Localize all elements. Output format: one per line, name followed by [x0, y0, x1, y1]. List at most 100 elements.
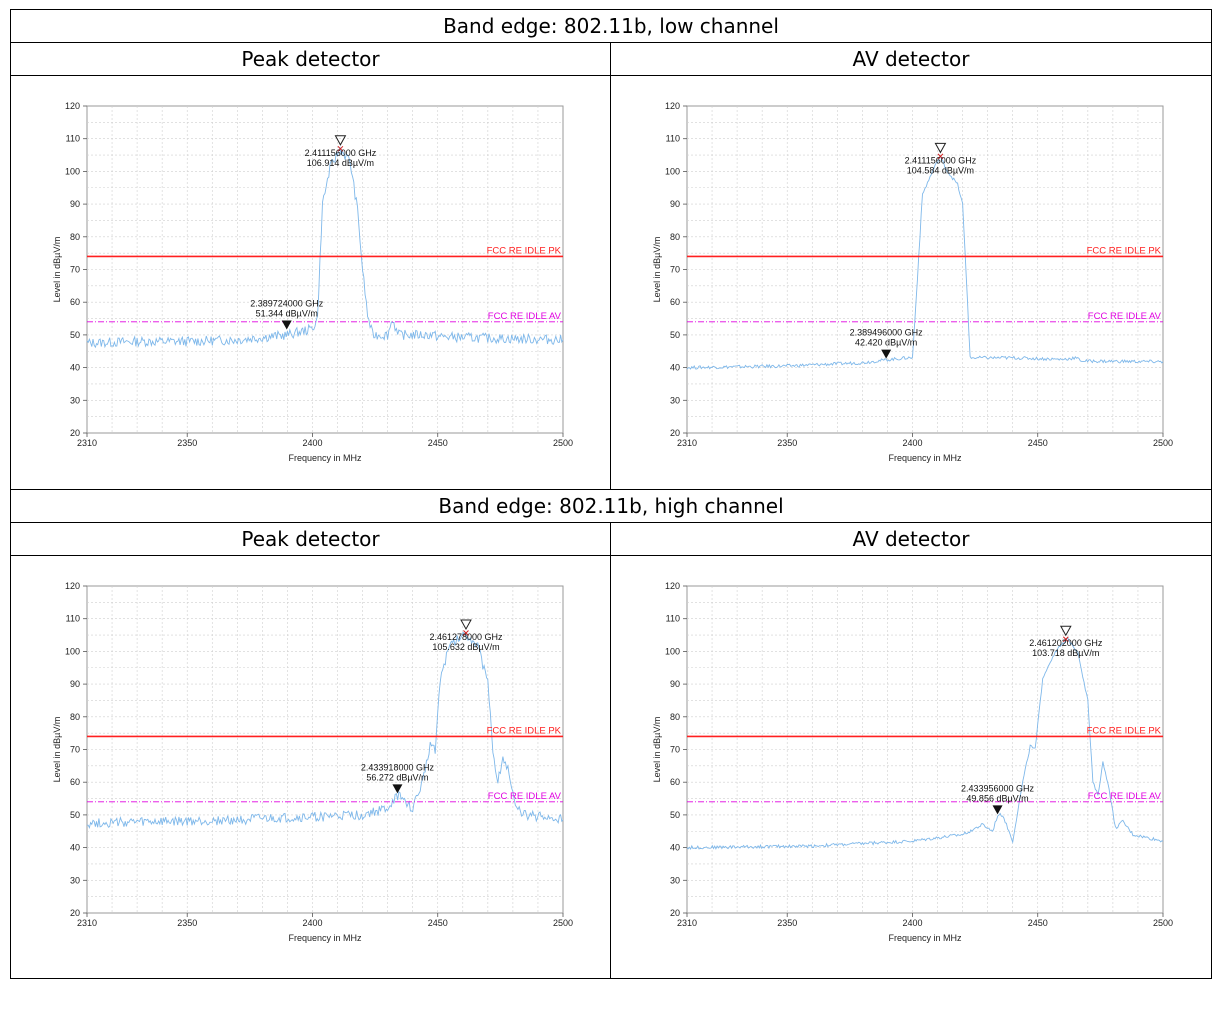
- y-tick-label: 20: [670, 428, 680, 438]
- y-tick-label: 80: [670, 232, 680, 242]
- y-tick-label: 50: [70, 810, 80, 820]
- y-tick-label: 60: [70, 297, 80, 307]
- limit-label: FCC RE IDLE PK: [487, 725, 562, 736]
- y-tick-label: 120: [665, 581, 680, 591]
- limit-label: FCC RE IDLE AV: [1088, 311, 1162, 322]
- y-axis-label: Level in dBµV/m: [652, 717, 662, 783]
- limit-label: FCC RE IDLE AV: [488, 791, 562, 802]
- band-edge-report: Band edge: 802.11b, low channel Peak det…: [10, 9, 1212, 979]
- y-tick-label: 60: [670, 297, 680, 307]
- limit-label: FCC RE IDLE PK: [487, 245, 562, 256]
- y-tick-label: 70: [670, 265, 680, 275]
- marker-open-triangle: [460, 619, 472, 631]
- chart-cell-high-av: 20 30 40 50 60 70 80 90 100 110 120 2310 2350 2400 245…: [610, 555, 1212, 979]
- y-tick-label: 30: [70, 395, 80, 405]
- marker-level-label: 56.272 dBµV/m: [366, 772, 428, 782]
- spectrum-trace: [686, 636, 1164, 850]
- x-tick-label: 2500: [553, 438, 573, 448]
- x-tick-label: 2350: [777, 918, 797, 928]
- x-axis-label: Frequency in MHz: [288, 933, 362, 943]
- y-axis-label: Level in dBµV/m: [52, 717, 62, 783]
- y-tick-label: 30: [670, 395, 680, 405]
- limit-label: FCC RE IDLE PK: [1087, 725, 1162, 736]
- x-tick-label: 2310: [77, 438, 97, 448]
- marker-point: [1062, 636, 1069, 643]
- y-tick-label: 50: [70, 330, 80, 340]
- y-tick-label: 40: [70, 843, 80, 853]
- chart-high-peak: 20 30 40 50 60 70 80 90 100 110 120 2310 2350 2400 245…: [52, 581, 573, 943]
- chart-high-av: 20 30 40 50 60 70 80 90 100 110 120 2310 2350 2400 245…: [652, 581, 1173, 943]
- spectrum-trace: [86, 146, 564, 349]
- y-tick-label: 20: [670, 908, 680, 918]
- x-tick-label: 2400: [302, 438, 322, 448]
- y-tick-label: 90: [670, 679, 680, 689]
- y-tick-label: 110: [66, 134, 80, 144]
- marker-level-label: 103.718 dBµV/m: [1032, 648, 1099, 658]
- y-tick-label: 60: [670, 777, 680, 787]
- y-tick-label: 80: [70, 712, 80, 722]
- chart-low-av: 20 30 40 50 60 70 80 90 100 110 120 2310 2350 2400 245…: [652, 101, 1173, 463]
- section-title-low: Band edge: 802.11b, low channel: [10, 9, 1212, 43]
- y-tick-label: 30: [670, 875, 680, 885]
- y-tick-label: 100: [65, 166, 80, 176]
- y-tick-label: 50: [670, 810, 680, 820]
- marker-frequency-label: 2.411156000 GHz: [305, 148, 377, 158]
- marker-frequency-label: 2.433918000 GHz: [361, 762, 435, 772]
- marker-point: [463, 630, 469, 636]
- marker-point: [937, 153, 944, 160]
- y-tick-label: 30: [70, 875, 80, 885]
- marker-open-triangle: [1059, 625, 1072, 637]
- peak-detector-header-high: Peak detector: [10, 522, 611, 556]
- x-axis-label: Frequency in MHz: [888, 933, 962, 943]
- y-tick-label: 100: [665, 646, 680, 656]
- x-tick-label: 2350: [777, 438, 797, 448]
- chart-cell-low-av: 20 30 40 50 60 70 80 90 100 110 120 2310 2350 2400 245…: [610, 75, 1212, 490]
- x-tick-label: 2450: [428, 438, 448, 448]
- y-tick-label: 70: [70, 745, 80, 755]
- y-tick-label: 60: [70, 777, 80, 787]
- y-tick-label: 20: [70, 908, 80, 918]
- x-tick-label: 2500: [1153, 438, 1173, 448]
- y-tick-label: 90: [670, 199, 680, 209]
- marker-frequency-label: 2.433956000 GHz: [961, 783, 1035, 793]
- marker-filled-triangle: [281, 320, 292, 330]
- x-tick-label: 2500: [553, 918, 573, 928]
- marker-level-label: 49.856 dBµV/m: [966, 793, 1028, 803]
- y-tick-label: 120: [665, 101, 680, 111]
- y-tick-label: 90: [70, 679, 80, 689]
- y-axis-label: Level in dBµV/m: [652, 237, 662, 303]
- x-tick-label: 2450: [1028, 438, 1048, 448]
- y-tick-label: 40: [670, 843, 680, 853]
- marker-frequency-label: 2.389496000 GHz: [850, 328, 924, 338]
- y-tick-label: 110: [66, 614, 80, 624]
- x-tick-label: 2450: [428, 918, 448, 928]
- y-tick-label: 100: [65, 646, 80, 656]
- chart-low-peak: 20 30 40 50 60 70 80 90 100 110 120 2310 2350 2400 245…: [52, 101, 573, 463]
- y-tick-label: 110: [666, 134, 680, 144]
- marker-level-label: 104.584 dBµV/m: [907, 165, 974, 175]
- marker-open-triangle: [934, 142, 947, 154]
- x-tick-label: 2310: [677, 918, 697, 928]
- x-axis-label: Frequency in MHz: [888, 453, 962, 463]
- marker-level-label: 106.914 dBµV/m: [307, 158, 374, 168]
- y-axis-label: Level in dBµV/m: [52, 237, 62, 303]
- chart-cell-high-peak: 20 30 40 50 60 70 80 90 100 110 120 2310 2350 2400 245…: [10, 555, 611, 979]
- marker-frequency-label: 2.461278000 GHz: [429, 632, 503, 642]
- x-tick-label: 2310: [77, 918, 97, 928]
- limit-label: FCC RE IDLE AV: [1088, 791, 1162, 802]
- marker-point: [337, 145, 344, 152]
- marker-open-triangle: [334, 135, 347, 146]
- y-tick-label: 70: [670, 745, 680, 755]
- y-tick-label: 50: [670, 330, 680, 340]
- peak-detector-header-low: Peak detector: [10, 42, 611, 76]
- marker-level-label: 105.632 dBµV/m: [432, 642, 499, 652]
- av-detector-header-high: AV detector: [610, 522, 1212, 556]
- y-tick-label: 90: [70, 199, 80, 209]
- spectrum-trace: [686, 155, 1164, 370]
- y-tick-label: 40: [670, 363, 680, 373]
- limit-label: FCC RE IDLE AV: [488, 311, 562, 322]
- y-tick-label: 120: [65, 581, 80, 591]
- av-detector-header-low: AV detector: [610, 42, 1212, 76]
- x-tick-label: 2400: [902, 918, 922, 928]
- x-tick-label: 2400: [302, 918, 322, 928]
